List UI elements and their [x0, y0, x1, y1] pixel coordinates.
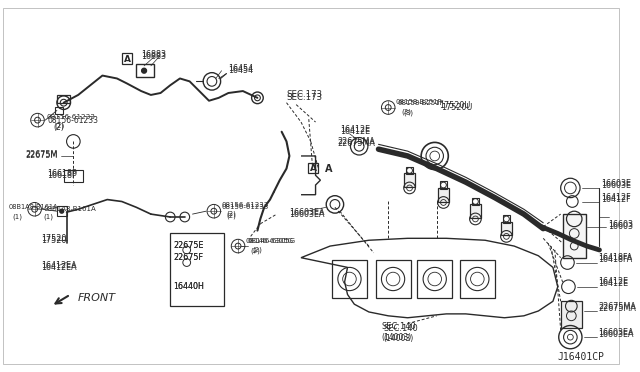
Text: (2): (2)	[227, 213, 236, 219]
Circle shape	[60, 209, 63, 213]
Text: 17520: 17520	[42, 236, 67, 245]
Text: 22675MA: 22675MA	[598, 304, 636, 312]
FancyBboxPatch shape	[308, 163, 319, 173]
Text: 16603EA: 16603EA	[289, 208, 325, 217]
Text: 16618P: 16618P	[47, 169, 77, 178]
Text: 08B1A8-B161A: 08B1A8-B161A	[44, 206, 96, 212]
Text: 17520U: 17520U	[440, 101, 471, 110]
Text: 16412F: 16412F	[602, 193, 631, 202]
Text: 16412F: 16412F	[602, 195, 631, 204]
Bar	[500, 222, 512, 235]
Text: (3): (3)	[402, 108, 412, 115]
Bar	[417, 260, 452, 298]
Text: (2): (2)	[53, 124, 64, 132]
Text: SEC.173: SEC.173	[287, 90, 323, 99]
Bar	[440, 181, 447, 189]
Text: J16401CP: J16401CP	[558, 352, 605, 362]
Text: 08156-61233: 08156-61233	[47, 116, 98, 125]
Bar	[63, 170, 83, 182]
Text: 16883: 16883	[141, 50, 166, 59]
Text: 08156-61233: 08156-61233	[46, 114, 95, 120]
Bar	[502, 215, 510, 223]
Text: 22675E: 22675E	[173, 241, 204, 250]
Text: 08146-6305G: 08146-6305G	[248, 238, 296, 244]
Text: 16603EA: 16603EA	[598, 328, 634, 337]
Bar	[460, 260, 495, 298]
Text: A: A	[124, 55, 131, 64]
Text: FRONT: FRONT	[78, 294, 116, 304]
Text: (2): (2)	[251, 248, 260, 254]
Text: (14003): (14003)	[383, 334, 413, 343]
Text: 16412E: 16412E	[340, 125, 370, 134]
Text: 16454: 16454	[228, 66, 253, 75]
Bar	[55, 106, 63, 114]
FancyBboxPatch shape	[122, 53, 132, 64]
Text: SEC.140: SEC.140	[381, 322, 416, 331]
Text: 08158-B251F: 08158-B251F	[398, 100, 445, 106]
Text: 22675M: 22675M	[25, 151, 58, 160]
Bar	[376, 260, 410, 298]
Bar	[170, 234, 223, 306]
Text: 16412E: 16412E	[598, 279, 628, 288]
Text: 16454: 16454	[228, 64, 253, 73]
Text: (2): (2)	[227, 211, 236, 217]
Text: 16883: 16883	[141, 52, 166, 61]
Text: A: A	[310, 164, 317, 173]
Text: 17520U: 17520U	[442, 103, 473, 112]
Bar	[470, 204, 481, 218]
Bar	[136, 64, 154, 77]
Text: 16412EA: 16412EA	[42, 263, 77, 272]
Text: 16412EA: 16412EA	[42, 261, 77, 270]
Text: (2): (2)	[253, 247, 262, 253]
Text: 22675F: 22675F	[173, 253, 203, 262]
Text: (1): (1)	[44, 214, 53, 220]
Bar	[332, 260, 367, 298]
Text: 16603EA: 16603EA	[598, 330, 634, 339]
Text: 22675M: 22675M	[25, 150, 58, 158]
Text: 22675MA: 22675MA	[598, 302, 636, 311]
Text: 22675MA: 22675MA	[338, 139, 376, 148]
Text: (1): (1)	[12, 214, 22, 220]
Bar	[563, 214, 586, 258]
Text: 16618P: 16618P	[47, 171, 77, 180]
Text: 16440H: 16440H	[173, 282, 204, 291]
Circle shape	[141, 68, 147, 73]
Bar	[57, 206, 67, 216]
Text: 16412E: 16412E	[340, 127, 370, 136]
Text: 16603E: 16603E	[602, 180, 632, 189]
Text: 16603EA: 16603EA	[289, 209, 325, 219]
Text: 16603: 16603	[608, 222, 633, 231]
Bar	[472, 198, 479, 205]
Text: SEC.140: SEC.140	[383, 324, 418, 333]
Bar	[561, 301, 582, 328]
Text: A: A	[325, 164, 333, 174]
Text: 22675E: 22675E	[173, 241, 204, 250]
Bar	[404, 173, 415, 187]
Text: (2): (2)	[54, 123, 64, 129]
Text: 08146-6305G: 08146-6305G	[246, 238, 294, 244]
Bar	[57, 95, 70, 103]
Text: 16440H: 16440H	[173, 282, 204, 291]
Text: 16603: 16603	[608, 220, 633, 229]
Text: 16603E: 16603E	[602, 179, 632, 187]
Bar	[438, 188, 449, 202]
Text: 08B1A8-B161A: 08B1A8-B161A	[8, 204, 58, 210]
Text: 16412E: 16412E	[598, 278, 628, 286]
Text: SEC.173: SEC.173	[287, 93, 323, 102]
Bar	[406, 167, 413, 174]
Text: 17520: 17520	[42, 234, 67, 243]
Text: 16418FA: 16418FA	[598, 255, 633, 264]
Text: 08156-61233: 08156-61233	[221, 202, 269, 208]
Text: 22675F: 22675F	[173, 253, 203, 262]
Text: (14003): (14003)	[381, 333, 412, 341]
Text: 08158-B251F: 08158-B251F	[396, 99, 443, 105]
Text: 16418FA: 16418FA	[598, 253, 633, 262]
Text: 08156-61233: 08156-61233	[221, 204, 269, 210]
Text: 22675MA: 22675MA	[338, 137, 376, 146]
Text: (3): (3)	[404, 109, 413, 116]
